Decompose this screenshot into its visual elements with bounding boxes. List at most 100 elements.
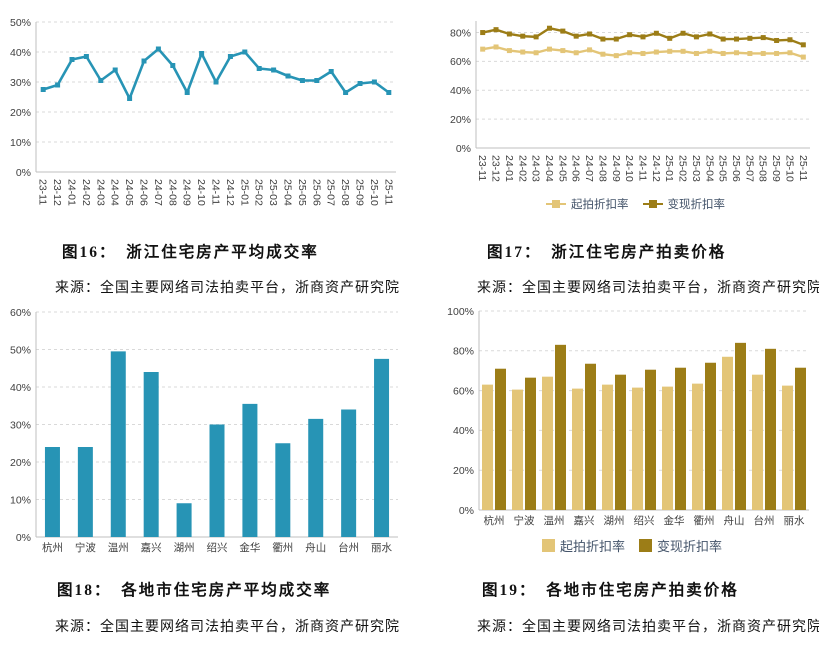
svg-text:0%: 0% (459, 505, 474, 517)
legend-item: 起拍折扣率 (546, 196, 629, 212)
svg-text:0%: 0% (456, 143, 471, 155)
svg-text:25-08: 25-08 (757, 155, 769, 182)
svg-text:25-06: 25-06 (310, 179, 322, 206)
svg-text:25-03: 25-03 (690, 155, 702, 182)
fig19-title: 图19： 各地市住宅房产拍卖价格 (482, 582, 739, 599)
svg-text:24-10: 24-10 (195, 179, 207, 206)
svg-text:24-01: 24-01 (66, 179, 78, 206)
svg-text:60%: 60% (450, 56, 471, 68)
svg-text:24-12: 24-12 (650, 155, 662, 182)
fig19-legend: 起拍折扣率 变现折扣率 (542, 536, 722, 555)
svg-text:嘉兴: 嘉兴 (574, 514, 595, 527)
svg-text:30%: 30% (10, 77, 31, 89)
svg-text:台州: 台州 (338, 541, 359, 554)
svg-text:40%: 40% (10, 382, 31, 394)
svg-text:24-04: 24-04 (543, 155, 555, 182)
svg-text:25-09: 25-09 (770, 155, 782, 182)
svg-text:25-09: 25-09 (354, 179, 366, 206)
fig18-bar-chart: 0% 10% 20% 30% 40% 50% 60% 杭州 宁波 温州 嘉兴 湖州 绍兴 金华 衢州 舟山 台州… (10, 307, 398, 554)
svg-text:绍兴: 绍兴 (207, 541, 228, 554)
fig17-title: 图17： 浙江住宅房产拍卖价格 (487, 244, 727, 261)
legend-label: 起拍折扣率 (560, 539, 626, 554)
legend-line-marker-icon (642, 200, 663, 208)
svg-text:舟山: 舟山 (724, 514, 745, 527)
fig18-title: 图18： 各地市住宅房产平均成交率 (57, 582, 332, 599)
svg-text:20%: 20% (453, 465, 474, 477)
svg-text:20%: 20% (10, 107, 31, 119)
svg-text:杭州: 杭州 (42, 541, 63, 554)
svg-text:温州: 温州 (544, 515, 565, 527)
legend-item: 变现折扣率 (639, 536, 722, 555)
svg-text:湖州: 湖州 (174, 542, 195, 554)
svg-text:24-07: 24-07 (152, 179, 164, 206)
svg-text:40%: 40% (453, 425, 474, 437)
svg-text:80%: 80% (450, 27, 471, 39)
svg-text:25-02: 25-02 (253, 179, 265, 206)
svg-text:60%: 60% (453, 385, 474, 397)
svg-text:温州: 温州 (108, 542, 129, 554)
svg-text:24-03: 24-03 (94, 179, 106, 206)
svg-text:衢州: 衢州 (272, 542, 293, 554)
svg-text:25-08: 25-08 (339, 179, 351, 206)
svg-text:24-10: 24-10 (623, 155, 635, 182)
legend-item: 起拍折扣率 (542, 536, 625, 555)
fig16-title: 图16： 浙江住宅房产平均成交率 (62, 244, 319, 261)
fig17-line-chart: 0%20%40%60%80%23-11 23-12 24-01 24-02 24-03 2… (450, 21, 810, 182)
svg-text:23-12: 23-12 (51, 179, 63, 206)
svg-text:杭州: 杭州 (484, 514, 505, 527)
fig16-source: 来源：全国主要网络司法拍卖平台，浙商资产研究院 (55, 281, 400, 296)
svg-text:24-02: 24-02 (516, 155, 528, 182)
svg-text:宁波: 宁波 (514, 514, 535, 527)
svg-text:24-05: 24-05 (123, 179, 135, 206)
svg-text:25-04: 25-04 (703, 155, 715, 182)
svg-text:24-11: 24-11 (637, 155, 649, 181)
svg-text:25-01: 25-01 (238, 179, 250, 206)
legend-label: 起拍折扣率 (571, 199, 629, 211)
legend-item: 变现折扣率 (642, 196, 726, 212)
svg-text:24-01: 24-01 (503, 155, 515, 182)
svg-text:50%: 50% (10, 344, 31, 356)
fig18-source: 来源：全国主要网络司法拍卖平台，浙商资产研究院 (55, 620, 400, 635)
legend-label: 变现折扣率 (657, 539, 723, 554)
legend-swatch-icon (639, 539, 653, 552)
svg-text:24-05: 24-05 (556, 155, 568, 182)
svg-text:舟山: 舟山 (305, 541, 326, 554)
svg-text:25-10: 25-10 (783, 155, 795, 182)
svg-text:23-11: 23-11 (476, 155, 488, 181)
svg-text:40%: 40% (450, 85, 471, 97)
svg-text:10%: 10% (10, 494, 31, 506)
svg-text:25-11: 25-11 (382, 179, 394, 205)
fig16-line-chart: 0%10%20%30%40%50%23-11 23-12 24-01 24-02 24-… (10, 17, 396, 206)
svg-text:24-04: 24-04 (109, 179, 121, 206)
fig17-legend: 起拍折扣率 变现折扣率 (546, 196, 725, 212)
svg-text:24-11: 24-11 (210, 179, 222, 205)
svg-text:25-06: 25-06 (730, 155, 742, 182)
svg-text:24-07: 24-07 (583, 155, 595, 182)
legend-line-marker-icon (546, 200, 566, 208)
svg-text:0%: 0% (16, 167, 31, 179)
svg-text:宁波: 宁波 (75, 541, 96, 554)
svg-text:绍兴: 绍兴 (634, 514, 655, 527)
svg-text:24-09: 24-09 (181, 179, 193, 206)
svg-text:100%: 100% (447, 306, 474, 318)
svg-text:30%: 30% (10, 419, 31, 431)
svg-text:25-10: 25-10 (368, 179, 380, 206)
svg-text:60%: 60% (10, 307, 31, 319)
svg-text:80%: 80% (453, 346, 474, 358)
svg-text:24-08: 24-08 (596, 155, 608, 182)
svg-text:0%: 0% (16, 532, 31, 544)
svg-text:24-08: 24-08 (166, 179, 178, 206)
svg-text:24-09: 24-09 (610, 155, 622, 182)
svg-text:湖州: 湖州 (604, 515, 625, 527)
svg-text:24-03: 24-03 (530, 155, 542, 182)
svg-text:金华: 金华 (664, 514, 685, 527)
svg-text:24-02: 24-02 (80, 179, 92, 206)
fig19-bar-chart: 0% 20% 40% 60% 80% 100% 杭州 宁波 温州 嘉兴 湖州 绍兴 金华 衢州 舟山 台州 丽水 (447, 306, 809, 527)
svg-text:25-05: 25-05 (717, 155, 729, 182)
fig19-source: 来源：全国主要网络司法拍卖平台，浙商资产研究院 (477, 620, 819, 635)
svg-text:10%: 10% (10, 137, 31, 149)
svg-text:23-11: 23-11 (37, 179, 49, 205)
svg-text:20%: 20% (450, 114, 471, 126)
legend-label: 变现折扣率 (667, 199, 726, 211)
svg-text:金华: 金华 (239, 541, 260, 554)
